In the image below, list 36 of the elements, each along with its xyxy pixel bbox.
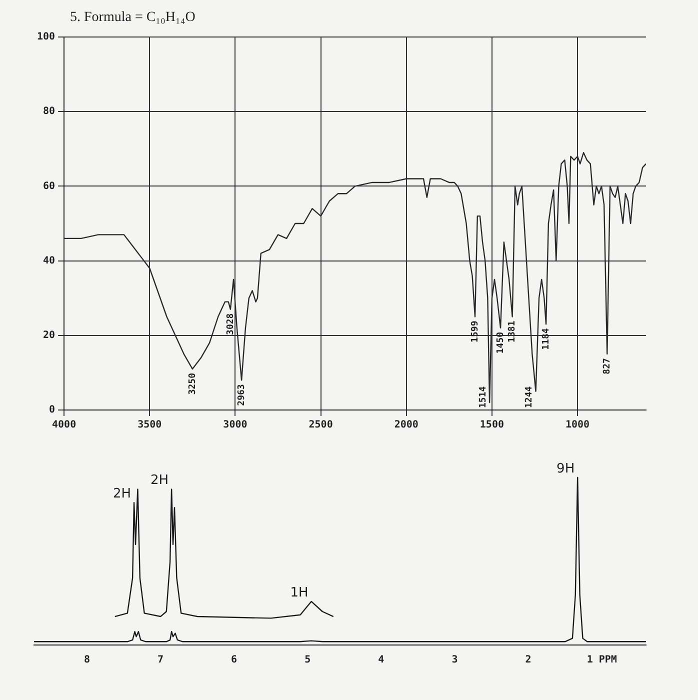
annotation: 3028 bbox=[226, 313, 236, 335]
x-tick-label: 2500 bbox=[308, 420, 333, 431]
x-tick-label: 3500 bbox=[138, 420, 162, 431]
x-tick-label: 1500 bbox=[480, 420, 504, 431]
annotation: 2H bbox=[112, 486, 132, 502]
y-tick-label: 100 bbox=[37, 32, 56, 43]
x-tick-label: 3000 bbox=[223, 420, 248, 431]
x-tick-label: 2 bbox=[525, 654, 532, 666]
annotation: 1184 bbox=[541, 328, 552, 350]
annotation: 1244 bbox=[524, 386, 535, 408]
annotation: 1H bbox=[290, 585, 308, 600]
annotation: 827 bbox=[602, 358, 612, 374]
y-tick-label: 0 bbox=[49, 404, 56, 416]
x-tick-label: 2000 bbox=[394, 420, 418, 431]
x-tick-label: 7 bbox=[158, 654, 164, 666]
annotation: 3250 bbox=[188, 372, 198, 395]
y-tick-label: 20 bbox=[43, 330, 56, 341]
annotation: 9H bbox=[556, 461, 575, 476]
x-tick-label: 5 bbox=[304, 654, 311, 666]
x-tick-label: 6 bbox=[231, 654, 238, 666]
chart-title: 5. Formula = C₁₀H₁₄O bbox=[69, 9, 196, 27]
annotation: 1381 bbox=[508, 320, 518, 342]
x-tick-label: 3 bbox=[452, 654, 458, 666]
annotation: 1599 bbox=[470, 320, 480, 342]
x-tick-label: 1 PPM bbox=[586, 654, 617, 666]
y-tick-label: 60 bbox=[43, 180, 56, 192]
annotation: 2963 bbox=[236, 384, 247, 406]
x-tick-label: 4000 bbox=[52, 420, 76, 431]
y-tick-label: 40 bbox=[43, 255, 56, 266]
annotation: 1450 bbox=[496, 332, 506, 354]
x-tick-label: 8 bbox=[84, 654, 90, 666]
x-tick-label: 4 bbox=[378, 654, 384, 666]
x-tick-label: 1000 bbox=[565, 420, 590, 431]
annotation: 2H bbox=[150, 473, 169, 488]
y-tick-label: 80 bbox=[43, 106, 56, 118]
annotation: 1514 bbox=[478, 386, 488, 408]
